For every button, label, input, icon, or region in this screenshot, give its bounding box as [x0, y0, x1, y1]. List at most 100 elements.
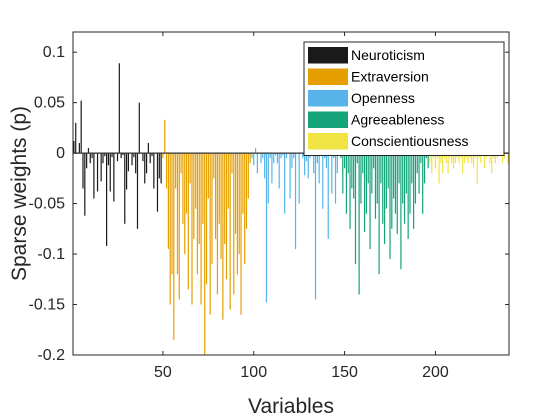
bar	[345, 153, 348, 214]
bar	[167, 153, 169, 250]
bar	[383, 153, 386, 244]
bar	[273, 153, 275, 164]
bar	[215, 153, 217, 239]
bar	[293, 153, 295, 159]
bar	[169, 153, 171, 305]
bar	[409, 153, 411, 214]
bar	[427, 153, 429, 169]
bar	[176, 153, 179, 275]
bar	[138, 102, 140, 154]
bar	[393, 153, 395, 199]
bar	[483, 153, 486, 169]
x-tick-label: 150	[331, 364, 358, 381]
bar	[196, 153, 199, 275]
plot-frame	[72, 31, 510, 356]
y-tick-label: -0.2	[37, 347, 65, 364]
bar	[229, 153, 231, 310]
bar	[494, 153, 496, 164]
bar	[204, 153, 206, 356]
bar	[80, 100, 82, 154]
bar	[218, 153, 220, 224]
bar	[422, 153, 424, 214]
bar	[431, 153, 433, 174]
bar	[175, 153, 177, 189]
bar	[178, 153, 180, 300]
bar	[445, 153, 447, 164]
series-neuroticism-bars	[73, 63, 162, 246]
bar	[285, 153, 288, 159]
bar	[276, 153, 278, 164]
bar	[236, 153, 239, 275]
bar	[162, 153, 164, 159]
bar	[78, 143, 80, 154]
bar	[189, 153, 191, 184]
bar	[454, 153, 457, 164]
bar	[195, 153, 197, 209]
series-agreeableness-bars	[340, 153, 429, 295]
bar	[278, 153, 280, 189]
bar	[222, 153, 224, 320]
bar	[213, 153, 215, 179]
bar	[343, 153, 346, 169]
bar	[242, 153, 244, 214]
legend: Neuroticism Extraversion Openness Agreeable…	[303, 41, 505, 156]
bar	[144, 153, 146, 184]
bar	[307, 153, 309, 179]
bar	[184, 153, 186, 255]
y-axis-ticks: 0.1 0.05 0 -0.05 -0.1 -0.15 -0.2	[29, 44, 509, 364]
y-axis-label: Sparse weights (p)	[8, 106, 31, 281]
bar	[234, 153, 237, 234]
bar	[367, 153, 369, 184]
bar	[322, 153, 324, 209]
bar	[356, 153, 358, 164]
bar	[382, 153, 384, 224]
bar	[362, 153, 364, 174]
bar	[107, 153, 110, 166]
bar	[360, 153, 362, 204]
x-axis-label: Variables	[248, 395, 334, 418]
bar	[502, 153, 504, 164]
bar	[265, 153, 268, 303]
bar	[200, 153, 202, 305]
bar	[180, 153, 182, 174]
legend-swatch	[308, 47, 348, 64]
bar	[394, 153, 397, 214]
bar	[205, 153, 208, 285]
bar	[489, 153, 491, 164]
bar	[274, 153, 277, 156]
y-tick-label: -0.15	[29, 297, 66, 314]
bar	[133, 153, 135, 158]
bar	[264, 153, 266, 179]
bar	[93, 153, 95, 199]
bar	[109, 153, 111, 192]
bar	[247, 153, 249, 199]
bar	[298, 153, 300, 204]
bar	[313, 153, 315, 174]
y-tick-label: 0.05	[34, 95, 65, 112]
bar	[351, 153, 353, 189]
bar	[106, 153, 108, 246]
bar	[256, 153, 258, 174]
bar	[182, 153, 184, 224]
bar	[269, 153, 271, 159]
bar	[414, 153, 417, 204]
bar	[158, 153, 160, 179]
bar	[164, 119, 166, 154]
bar	[391, 153, 393, 229]
bar	[353, 153, 355, 199]
bar	[423, 153, 426, 184]
bar	[160, 153, 162, 184]
bar	[151, 153, 153, 157]
bar	[347, 153, 349, 174]
bar	[476, 153, 478, 184]
bar	[413, 153, 415, 229]
bar	[216, 153, 219, 295]
bar	[91, 153, 93, 159]
bar	[173, 153, 175, 340]
y-tick-label: -0.05	[29, 196, 66, 213]
legend-label: Neuroticism	[351, 47, 425, 63]
legend-label: Conscientiousness	[351, 133, 469, 149]
bar	[233, 153, 235, 295]
bar	[82, 153, 84, 189]
